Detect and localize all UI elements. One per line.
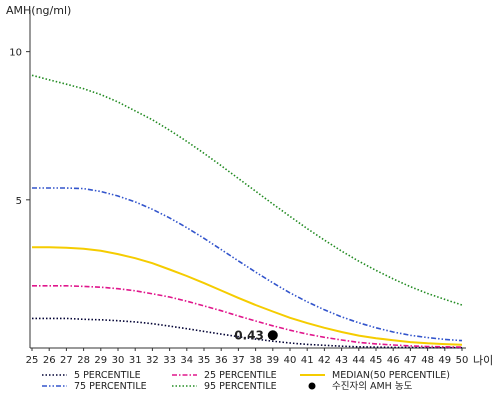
legend: 5 PERCENTILE 25 PERCENTILE MEDIAN(50 PERCE…: [42, 370, 450, 392]
x-tick-label-38: 38: [249, 355, 262, 366]
series-line-2: [32, 246, 463, 346]
x-tick-label-39: 39: [266, 355, 279, 366]
x-tick-label-50: 50: [456, 355, 469, 366]
x-tick-label-42: 42: [318, 355, 331, 366]
series-line-1: [32, 285, 463, 348]
x-tick-label-41: 41: [301, 355, 314, 366]
axes: 5 10 25 26 27 28 29 30 31 32 33 34 35 36 37 38 39 40 41 42 4…: [9, 10, 468, 366]
legend-label-3: 75 PERCENTILE: [74, 381, 147, 392]
x-tick-label-31: 31: [129, 355, 142, 366]
legend-label-2: MEDIAN(50 PERCENTILE): [332, 370, 450, 381]
x-tick-label-27: 27: [60, 355, 73, 366]
x-tick-label-34: 34: [180, 355, 193, 366]
series-line-3: [32, 187, 463, 342]
x-tick-label-46: 46: [387, 355, 400, 366]
x-tick-label-35: 35: [198, 355, 211, 366]
x-tick-label-44: 44: [352, 355, 365, 366]
x-tick-label-28: 28: [77, 355, 90, 366]
x-tick-label-37: 37: [232, 355, 245, 366]
patient-data-point-label: 0.43: [234, 328, 264, 342]
y-tick-label-5: 5: [16, 196, 22, 207]
legend-label-4: 95 PERCENTILE: [204, 381, 277, 392]
x-tick-label-47: 47: [404, 355, 417, 366]
data-point-layer: 0.43: [234, 328, 278, 342]
series-line-4: [31, 74, 463, 306]
legend-label-5: 수진자의 AMH 농도: [332, 381, 413, 392]
y-tick-label-10: 10: [9, 48, 22, 59]
x-tick-label-45: 45: [370, 355, 383, 366]
series-layer: [31, 74, 463, 349]
patient-data-point: [267, 330, 278, 341]
y-axis-title: AMH(ng/ml): [6, 4, 71, 17]
x-tick-label-49: 49: [438, 355, 451, 366]
x-tick-label-29: 29: [94, 355, 107, 366]
legend-label-0: 5 PERCENTILE: [74, 370, 141, 381]
x-tick-label-30: 30: [112, 355, 125, 366]
x-tick-label-48: 48: [421, 355, 434, 366]
legend-label-1: 25 PERCENTILE: [204, 370, 277, 381]
x-tick-label-36: 36: [215, 355, 228, 366]
x-tick-label-43: 43: [335, 355, 348, 366]
x-tick-label-26: 26: [43, 355, 56, 366]
x-tick-label-33: 33: [163, 355, 176, 366]
x-tick-label-40: 40: [284, 355, 297, 366]
legend-marker-patient: [308, 382, 316, 390]
x-tick-label-25: 25: [26, 355, 39, 366]
x-tick-label-32: 32: [146, 355, 159, 366]
x-axis-title: 나이: [473, 354, 493, 367]
